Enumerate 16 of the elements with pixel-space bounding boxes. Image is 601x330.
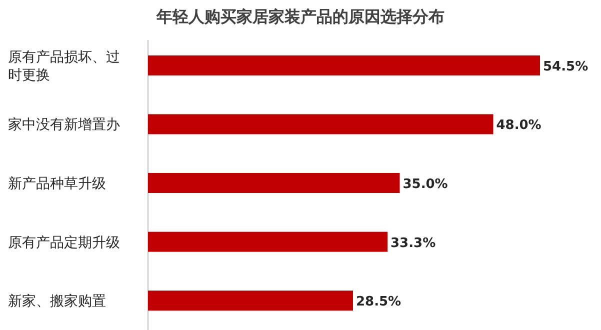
- data-label: 48.0%: [496, 118, 542, 134]
- bar: [148, 114, 494, 134]
- data-label: 28.5%: [356, 294, 402, 310]
- y-tick-label: 新家、搬家购置: [8, 294, 106, 310]
- bar: [148, 232, 388, 252]
- y-tick-label: 原有产品损坏、过时更换: [8, 49, 120, 84]
- y-tick-label: 原有产品定期升级: [8, 234, 120, 251]
- bar: [148, 55, 540, 76]
- data-label: 35.0%: [402, 177, 448, 192]
- bar: [148, 173, 400, 193]
- y-tick-label: 新产品种草升级: [8, 176, 106, 192]
- chart-title: 年轻人购买家居家装产品的原因选择分布: [156, 7, 444, 26]
- data-label: 33.3%: [390, 236, 436, 251]
- bar: [148, 290, 353, 311]
- data-label: 54.5%: [543, 59, 588, 74]
- y-tick-label: 家中没有新增置办: [8, 117, 120, 134]
